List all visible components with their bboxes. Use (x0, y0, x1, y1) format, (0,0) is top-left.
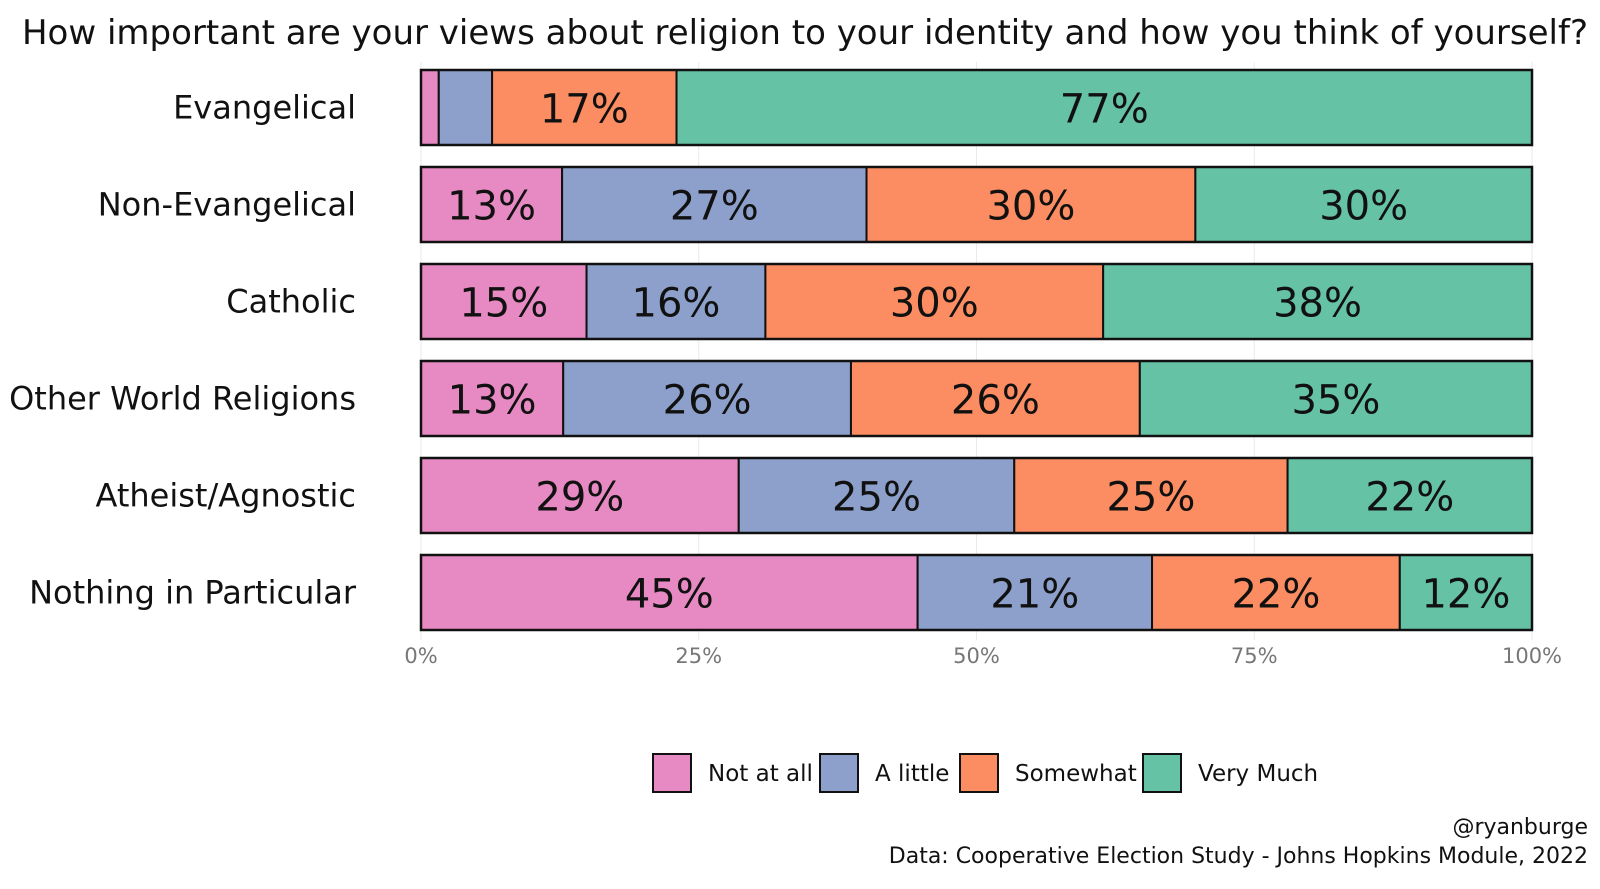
legend-swatch (819, 753, 859, 793)
bar-segment (916, 554, 1154, 631)
grid-lines (420, 62, 1533, 640)
legend-item: Very Much (1142, 753, 1318, 793)
legend-item: Not at all (652, 753, 813, 793)
bar-segment (437, 69, 494, 146)
x-tick-label: 100% (1502, 644, 1562, 668)
x-tick-label: 0% (404, 644, 437, 668)
category-label: Catholic (226, 283, 356, 321)
bar-outline (419, 165, 1534, 244)
bar-segment (585, 263, 767, 340)
data-label: 77% (1060, 87, 1149, 133)
data-label: 22% (1365, 475, 1454, 521)
data-label: 13% (447, 184, 536, 230)
bar-row: Other World Religions 13% 26% 26% 35% (9, 359, 1534, 438)
bar-row: Catholic 15% 16% 30% 38% (226, 262, 1534, 341)
bar-row: Non-Evangelical 13% 27% 30% 30% (98, 165, 1534, 244)
bar-outline (419, 553, 1534, 632)
legend-swatch (959, 753, 999, 793)
bar-segment (491, 69, 678, 146)
data-label: 21% (990, 572, 1079, 618)
category-label: Other World Religions (9, 380, 356, 418)
x-tick-label: 75% (1231, 644, 1278, 668)
legend-swatch (1142, 753, 1182, 793)
category-label: Nothing in Particular (29, 574, 357, 612)
bar-rows: Evangelical 17% 77% Non-Evangelical 13% 27% 30… (9, 68, 1534, 632)
data-label: 29% (535, 475, 624, 521)
category-label: Evangelical (173, 89, 356, 127)
chart-title: How important are your views about relig… (22, 13, 1588, 53)
bar-segment (1194, 166, 1533, 243)
data-label: 22% (1231, 572, 1320, 618)
data-label: 30% (1319, 184, 1408, 230)
bar-row: Evangelical 17% 77% (173, 68, 1534, 147)
legend-label: Somewhat (1015, 761, 1137, 787)
bar-segment (1398, 554, 1534, 631)
legend-swatch (652, 753, 692, 793)
bar-row: Nothing in Particular 45% 21% 22% 12% (29, 553, 1534, 632)
legend-item: Somewhat (959, 753, 1137, 793)
data-label: 26% (663, 378, 752, 424)
data-label: 30% (986, 184, 1075, 230)
data-label: 27% (670, 184, 759, 230)
legend-item: A little (819, 753, 949, 793)
legend-label: Not at all (708, 761, 813, 787)
data-label: 12% (1421, 572, 1510, 618)
category-label: Non-Evangelical (98, 186, 356, 224)
data-label: 17% (540, 87, 629, 133)
data-label: 13% (448, 378, 537, 424)
caption-handle: @ryanburge (1452, 815, 1588, 840)
x-tick-label: 25% (675, 644, 722, 668)
bar-outline (419, 359, 1534, 438)
data-label: 35% (1291, 378, 1380, 424)
x-axis-ticks: 0% 25% 50% 75% 100% (404, 644, 1562, 668)
bar-segment (1138, 360, 1534, 437)
bar-segment (420, 69, 440, 146)
bar-segment (865, 166, 1197, 243)
data-label: 26% (951, 378, 1040, 424)
x-tick-label: 50% (953, 644, 1000, 668)
bar-outline (419, 262, 1534, 341)
bar-segment (737, 457, 1016, 534)
data-label: 38% (1273, 281, 1362, 327)
bar-row: Atheist/Agnostic 29% 25% 25% 22% (96, 456, 1534, 535)
data-label: 25% (832, 475, 921, 521)
legend: Not at all A little Somewhat Very Much (652, 753, 1318, 793)
legend-label: Very Much (1198, 761, 1318, 787)
caption: @ryanburge Data: Cooperative Election St… (889, 815, 1588, 869)
caption-source: Data: Cooperative Election Study - Johns… (889, 844, 1588, 869)
category-label: Atheist/Agnostic (96, 477, 357, 515)
data-label: 16% (632, 281, 721, 327)
legend-label: A little (875, 761, 949, 787)
bar-outline (419, 68, 1534, 147)
data-label: 45% (625, 572, 714, 618)
bar-outline (419, 456, 1534, 535)
data-label: 30% (890, 281, 979, 327)
data-label: 25% (1106, 475, 1195, 521)
data-label: 15% (459, 281, 548, 327)
